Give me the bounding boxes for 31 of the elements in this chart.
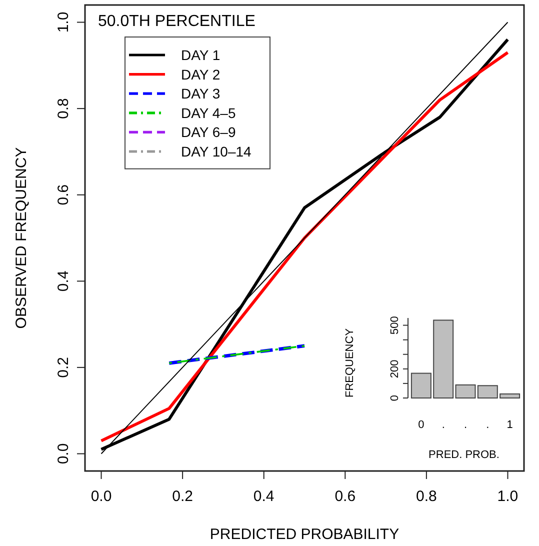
y-tick-label: 0	[389, 394, 401, 402]
x-tick-label: 0.6	[334, 488, 356, 505]
y-tick-label: 0.8	[55, 98, 72, 119]
y-axis-title: FREQUENCY	[344, 328, 356, 398]
x-tick-label: .	[464, 419, 468, 431]
y-tick-label: 0.0	[55, 443, 72, 464]
legend-label: DAY 4–5	[181, 104, 236, 121]
x-tick-label: 0.0	[90, 488, 112, 505]
x-tick-label: 1.0	[497, 488, 518, 505]
y-tick-label: 200	[389, 360, 401, 378]
y-tick-label: 1.0	[55, 12, 72, 33]
y-axis-title: OBSERVED FREQUENCY	[13, 147, 30, 329]
legend-label: DAY 3	[181, 86, 220, 102]
x-tick-label: 0.8	[416, 488, 437, 505]
y-tick-label: 0.6	[55, 184, 72, 206]
x-tick-label: .	[486, 419, 490, 431]
legend-label: DAY 6–9	[181, 124, 236, 140]
y-tick-label: 0.2	[55, 357, 72, 378]
x-tick-label: 1	[506, 419, 513, 431]
x-tick-label: .	[442, 419, 445, 431]
text: 50.0TH PERCENTILE	[98, 13, 256, 30]
x-axis-title: PRED. PROB.	[428, 449, 500, 461]
x-tick-label: 0	[418, 419, 424, 431]
x-tick-label: 0.4	[253, 488, 274, 505]
legend-label: DAY 10–14	[181, 144, 252, 160]
y-tick-label: 0.4	[55, 270, 72, 292]
y-tick-label: 500	[389, 316, 401, 334]
x-tick-label: 0.2	[172, 488, 193, 505]
x-axis-title: PREDICTED PROBABILITY	[210, 526, 400, 543]
legend-label: DAY 2	[181, 66, 220, 82]
legend-label: DAY 1	[181, 47, 220, 63]
